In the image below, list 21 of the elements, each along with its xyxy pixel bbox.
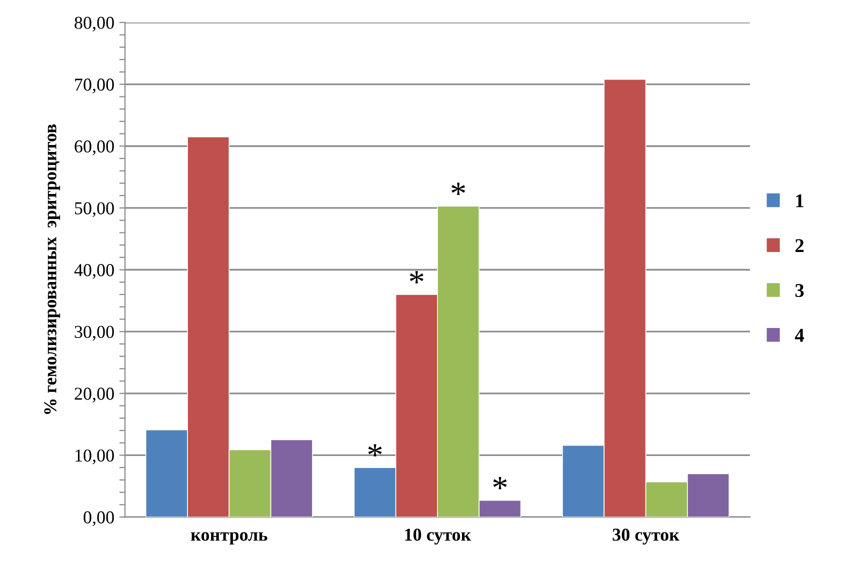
y-tick-label: 60,00 (74, 140, 114, 156)
legend-label: 4 (794, 328, 804, 342)
y-tick-label: 0,00 (84, 511, 114, 526)
y-tick-label: 40,00 (74, 264, 114, 279)
legend-label: 2 (795, 239, 804, 252)
x-tick-label: контроль (190, 532, 268, 545)
y-tick-label: 50,00 (75, 202, 114, 217)
annotation: * (493, 476, 507, 490)
legend-label: 1 (796, 194, 804, 208)
x-tick-label: 10 суток (405, 528, 472, 545)
x-tick-label: 30 суток (612, 528, 680, 545)
annotation: * (452, 182, 466, 195)
y-axis-title: % гемолизированных эритроцитов (44, 124, 60, 414)
y-tick-label: 20,00 (74, 388, 114, 402)
y-tick-label: 30,00 (74, 326, 114, 341)
annotation: * (410, 271, 424, 284)
y-tick-label: 10,00 (76, 449, 114, 464)
annotation: * (368, 444, 382, 456)
y-tick-label: 70,00 (75, 78, 114, 94)
y-tick-label: 80,00 (74, 16, 114, 32)
legend-label: 3 (795, 284, 804, 298)
